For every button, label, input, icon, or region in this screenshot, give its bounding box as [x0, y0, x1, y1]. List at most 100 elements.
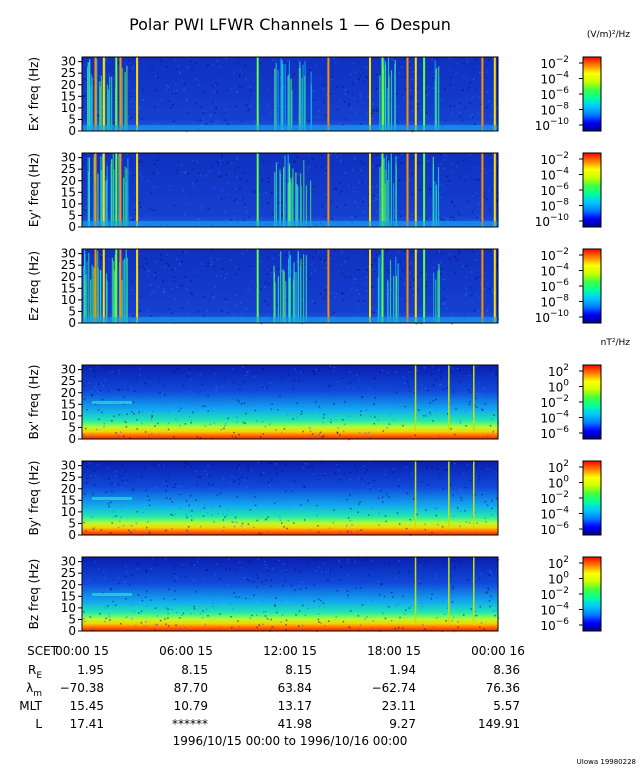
- noise-speck: [174, 498, 177, 501]
- noise-speck: [279, 519, 281, 521]
- noise-speck: [96, 390, 99, 393]
- noise-speck: [97, 405, 100, 407]
- noise-speck: [370, 484, 372, 486]
- noise-speck: [124, 471, 127, 473]
- noise-speck: [337, 462, 339, 464]
- noise-speck: [418, 409, 420, 411]
- noise-speck: [236, 62, 239, 64]
- noise-speck: [235, 105, 237, 108]
- noise-speck: [390, 278, 393, 281]
- noise-speck: [220, 175, 223, 177]
- noise-speck: [201, 383, 203, 386]
- noise-speck: [489, 368, 491, 371]
- burst-streak: [118, 154, 120, 227]
- emission-line: [414, 461, 417, 529]
- noise-speck: [124, 564, 127, 567]
- noise-speck: [244, 422, 247, 425]
- noise-speck: [269, 435, 271, 438]
- noise-speck: [186, 529, 188, 532]
- noise-speck: [361, 399, 363, 401]
- noise-speck: [111, 420, 113, 422]
- noise-speck: [298, 380, 300, 382]
- burst-streak: [387, 180, 389, 227]
- noise-speck: [293, 480, 296, 482]
- noise-speck: [269, 496, 271, 498]
- noise-speck: [146, 590, 148, 593]
- noise-speck: [186, 375, 188, 377]
- noise-speck: [180, 407, 182, 409]
- noise-speck: [317, 618, 320, 621]
- emission-line: [119, 57, 122, 131]
- noise-speck: [173, 276, 175, 279]
- noise-speck: [262, 433, 265, 435]
- panel-frame: [81, 248, 499, 324]
- burst-streak: [437, 270, 439, 323]
- noise-speck: [102, 289, 104, 291]
- noise-speck: [484, 402, 487, 405]
- noise-speck: [92, 83, 95, 86]
- noise-speck: [391, 471, 393, 474]
- noise-speck: [444, 469, 446, 472]
- colorbar-tick-label: 10−10: [535, 117, 570, 133]
- noise-speck: [453, 205, 456, 207]
- noise-speck: [225, 57, 227, 60]
- noise-speck: [272, 567, 274, 570]
- noise-speck: [478, 178, 480, 181]
- noise-speck: [91, 516, 94, 518]
- noise-speck: [291, 270, 294, 273]
- noise-speck: [477, 397, 480, 399]
- noise-speck: [402, 269, 404, 272]
- noise-speck: [331, 314, 333, 316]
- noise-speck: [183, 82, 186, 84]
- noise-speck: [202, 515, 205, 517]
- noise-speck: [195, 587, 198, 589]
- noise-speck: [443, 159, 446, 161]
- noise-speck: [425, 494, 427, 496]
- noise-speck: [191, 419, 193, 422]
- noise-speck: [405, 466, 407, 468]
- noise-speck: [120, 623, 122, 625]
- noise-speck: [311, 300, 313, 303]
- noise-speck: [436, 409, 438, 411]
- noise-speck: [389, 208, 391, 211]
- noise-speck: [127, 252, 129, 254]
- noise-speck: [229, 494, 232, 497]
- noise-speck: [369, 486, 371, 489]
- noise-speck: [274, 604, 276, 606]
- noise-speck: [287, 414, 289, 416]
- noise-speck: [356, 267, 358, 269]
- noise-speck: [235, 294, 237, 297]
- noise-speck: [302, 604, 304, 607]
- noise-speck: [468, 374, 470, 377]
- burst-streak: [389, 259, 392, 323]
- noise-speck: [343, 101, 346, 103]
- noise-speck: [241, 476, 243, 478]
- noise-speck: [440, 268, 442, 270]
- noise-speck: [397, 156, 399, 159]
- noise-speck: [217, 512, 219, 515]
- noise-speck: [313, 584, 315, 587]
- noise-speck: [349, 185, 351, 187]
- noise-speck: [359, 75, 362, 77]
- noise-speck: [157, 422, 159, 425]
- noise-speck: [396, 210, 399, 212]
- noise-speck: [255, 420, 258, 422]
- noise-speck: [425, 285, 428, 287]
- noise-speck: [131, 281, 133, 283]
- noise-speck: [191, 510, 193, 512]
- noise-speck: [339, 182, 341, 184]
- noise-speck: [347, 597, 350, 599]
- y-tick-label: 0: [68, 316, 76, 330]
- noise-speck: [97, 111, 99, 113]
- noise-speck: [308, 166, 310, 168]
- noise-speck: [360, 123, 362, 125]
- noise-speck: [331, 76, 333, 78]
- noise-speck: [108, 615, 111, 618]
- noise-speck: [193, 607, 196, 610]
- burst-streak: [436, 68, 438, 131]
- noise-speck: [199, 174, 202, 176]
- noise-speck: [411, 110, 414, 112]
- noise-speck: [129, 171, 131, 174]
- noise-speck: [276, 611, 278, 614]
- noise-speck: [176, 169, 178, 171]
